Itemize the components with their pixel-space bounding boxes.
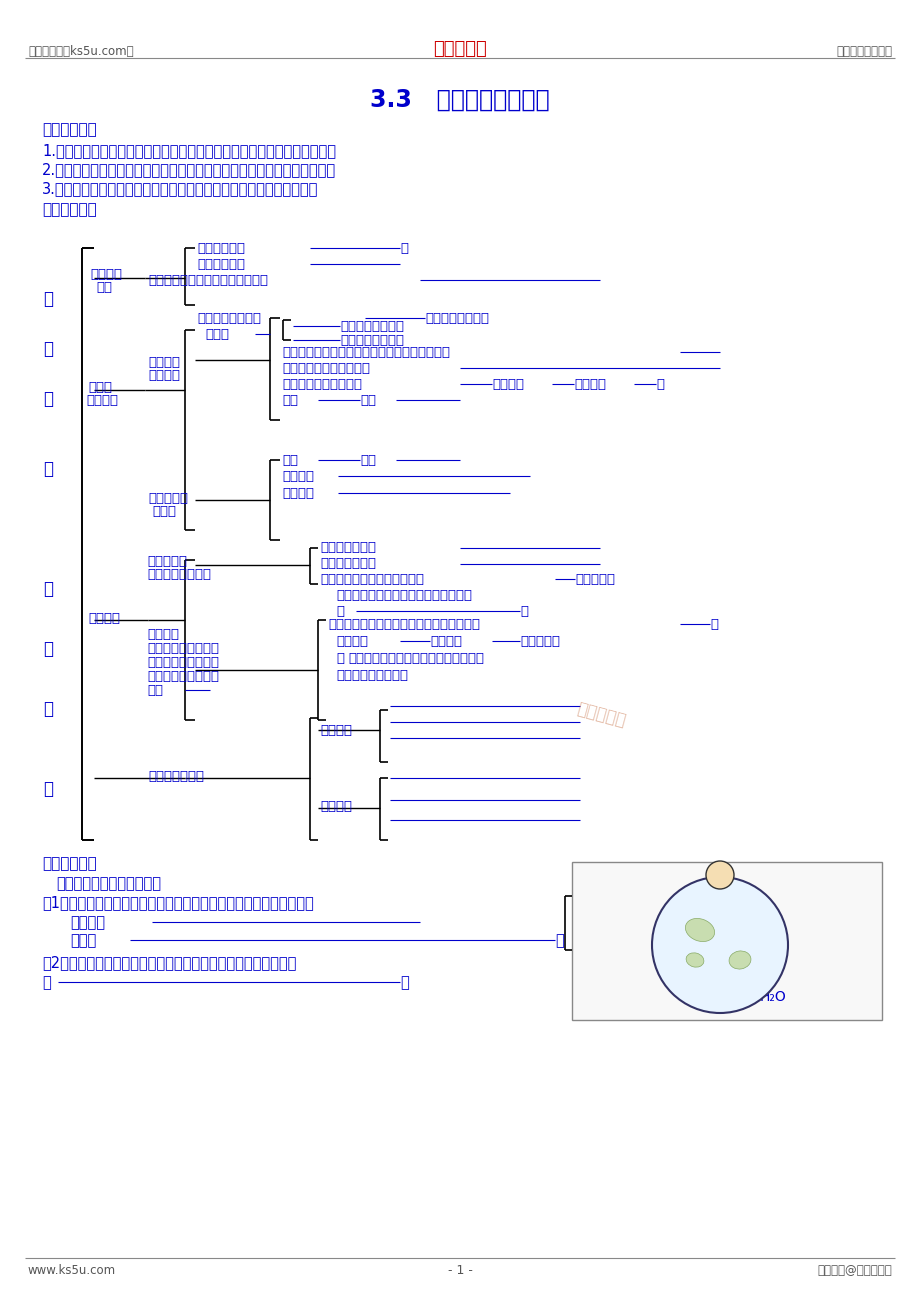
Text: 的: 的 xyxy=(43,460,53,478)
Circle shape xyxy=(652,878,788,1013)
Text: 社会发展的不同历史: 社会发展的不同历史 xyxy=(147,642,219,655)
Text: 地区发展，: 地区发展， xyxy=(574,573,614,586)
Circle shape xyxy=(705,861,733,889)
Ellipse shape xyxy=(728,950,750,969)
Text: 范畴: 范畴 xyxy=(96,281,112,294)
Text: 工程，缓解水资源分布的不均，拓展了: 工程，缓解水资源分布的不均，拓展了 xyxy=(347,652,483,665)
Text: 源的分布: 源的分布 xyxy=(148,368,180,381)
Text: 水资源与: 水资源与 xyxy=(88,612,119,625)
Text: 主题词：: 主题词： xyxy=(70,915,105,930)
Text: H₂O: H₂O xyxy=(759,990,786,1004)
Text: 质量对人类社会的影: 质量对人类社会的影 xyxy=(147,671,219,684)
Text: ，: ， xyxy=(400,242,407,255)
Text: 平均径流最多的国家是: 平均径流最多的国家是 xyxy=(282,378,361,391)
Text: ，: ， xyxy=(709,618,717,631)
Text: 阅读右图，回答下列问题。: 阅读右图，回答下列问题。 xyxy=(56,876,161,891)
Text: 技术，还修: 技术，还修 xyxy=(519,635,560,648)
FancyBboxPatch shape xyxy=(572,862,881,1019)
Text: 衡量一个国家和地区水资源丰歉程度的主要指标: 衡量一个国家和地区水资源丰歉程度的主要指标 xyxy=(282,346,449,359)
Text: 水资源的: 水资源的 xyxy=(90,268,122,281)
Text: 且开发了: 且开发了 xyxy=(429,635,461,648)
Text: 及其分布: 及其分布 xyxy=(85,395,118,408)
Text: 地区，水资源丰富: 地区，水资源丰富 xyxy=(340,320,403,333)
Text: 陆续开采: 陆续开采 xyxy=(335,635,368,648)
Text: 空间分布: 空间分布 xyxy=(282,470,313,483)
Text: 人类较易利用的淡水资源主要是：: 人类较易利用的淡水资源主要是： xyxy=(148,273,267,286)
Text: 七大洲径流量由大到小是: 七大洲径流量由大到小是 xyxy=(282,362,369,375)
Text: 。: 。 xyxy=(400,975,408,990)
Text: 广义水资源：: 广义水资源： xyxy=(197,258,244,271)
Text: 的特点: 的特点 xyxy=(152,505,176,518)
Ellipse shape xyxy=(685,918,714,941)
Text: 水资源对人: 水资源对人 xyxy=(147,555,187,568)
Text: 人均: 人均 xyxy=(359,454,376,467)
Text: 总量: 总量 xyxy=(282,454,298,467)
Text: 源: 源 xyxy=(43,391,53,408)
Text: 狭义水资源：: 狭义水资源： xyxy=(197,242,244,255)
Text: 合理利用水资源: 合理利用水资源 xyxy=(148,769,204,783)
Text: 建: 建 xyxy=(335,652,344,665)
Text: 时间分布: 时间分布 xyxy=(282,487,313,500)
Text: 世界主要文明发源地也大多产生和发展: 世界主要文明发源地也大多产生和发展 xyxy=(335,589,471,602)
Text: 我国水资源: 我国水资源 xyxy=(148,492,187,505)
Text: 水: 水 xyxy=(43,290,53,309)
Text: 开源措施: 开源措施 xyxy=(320,724,352,737)
Text: 阶段，水资源数量和: 阶段，水资源数量和 xyxy=(147,656,219,669)
Text: 【小组探究】: 【小组探究】 xyxy=(42,855,96,871)
Text: 分享资源网: 分享资源网 xyxy=(574,700,628,730)
Text: 有: 有 xyxy=(42,975,51,990)
Text: 明显的: 明显的 xyxy=(205,328,229,341)
Text: 用: 用 xyxy=(43,780,53,798)
Text: ，中国居: ，中国居 xyxy=(573,378,606,391)
Text: 水资源数量影响: 水资源数量影响 xyxy=(320,542,376,553)
Text: 3.了解水资源利用过程中的问题及解决措施，树立可持续发展的观念。: 3.了解水资源利用过程中的问题及解决措施，树立可持续发展的观念。 xyxy=(42,181,318,197)
Text: 生存和发展的空间。: 生存和发展的空间。 xyxy=(335,669,407,682)
Text: 高考资源网: 高考资源网 xyxy=(433,40,486,59)
Text: 人均: 人均 xyxy=(359,395,376,408)
Text: 水资源的分布具有: 水资源的分布具有 xyxy=(197,312,261,326)
Text: 科技落后的时代，人类主要在: 科技落后的时代，人类主要在 xyxy=(320,573,424,586)
Text: 科技发达的近现代，人们不仅大量开发利用: 科技发达的近现代，人们不仅大量开发利用 xyxy=(328,618,480,631)
Text: 2.了解水资源的数量、质量对人类活动的影响，培养理论联系实际的能力。: 2.了解水资源的数量、质量对人类活动的影响，培养理论联系实际的能力。 xyxy=(42,161,335,177)
Text: www.ks5u.com: www.ks5u.com xyxy=(28,1264,116,1277)
Text: 世界水资: 世界水资 xyxy=(148,355,180,368)
Text: （1）根据漫画所揭示的问题，写出主题词并解释该问题产生的原因。: （1）根据漫画所揭示的问题，写出主题词并解释该问题产生的原因。 xyxy=(42,894,313,910)
Text: 版权所有@高考资源网: 版权所有@高考资源网 xyxy=(816,1264,891,1277)
Text: 总量: 总量 xyxy=(282,395,298,408)
Text: 您身边的高考专家: 您身边的高考专家 xyxy=(835,46,891,59)
Text: 资: 资 xyxy=(43,340,53,358)
Text: - 1 -: - 1 - xyxy=(447,1264,472,1277)
Text: 地区，水资源丰富: 地区，水资源丰富 xyxy=(425,312,489,326)
Text: 。: 。 xyxy=(554,934,563,948)
Text: 合: 合 xyxy=(43,579,53,598)
Text: ，: ， xyxy=(519,605,528,618)
Text: 利: 利 xyxy=(43,700,53,717)
Text: （2）根据我国水资源的分布状况，合理利用水资源应采取的措施: （2）根据我国水资源的分布状况，合理利用水资源应采取的措施 xyxy=(42,954,296,970)
Text: 节流措施: 节流措施 xyxy=(320,799,352,812)
Text: 类经济活动的影响: 类经济活动的影响 xyxy=(147,568,210,581)
Text: 【学习目标】: 【学习目标】 xyxy=(42,122,96,137)
Text: 响程: 响程 xyxy=(147,684,163,697)
Text: 水资源质量影响: 水资源质量影响 xyxy=(320,557,376,570)
Text: 。: 。 xyxy=(655,378,664,391)
Text: 于: 于 xyxy=(335,605,344,618)
Text: 人类社会: 人类社会 xyxy=(147,628,179,641)
Text: 原因：: 原因： xyxy=(70,934,96,948)
Text: 【基础预习】: 【基础预习】 xyxy=(42,202,96,217)
Text: 理: 理 xyxy=(43,641,53,658)
Text: 3.3   水资源的合理利用: 3.3 水资源的合理利用 xyxy=(369,89,550,112)
Text: 地区，水资源贫乏: 地区，水资源贫乏 xyxy=(340,335,403,348)
Text: 1.了解水资源的概念和分布不均匀，理解水资源的有限性，提高节水意识。: 1.了解水资源的概念和分布不均匀，理解水资源的有限性，提高节水意识。 xyxy=(42,143,335,158)
Text: ，其次是: ，其次是 xyxy=(492,378,524,391)
Text: 高考资源网（ks5u.com）: 高考资源网（ks5u.com） xyxy=(28,46,133,59)
Text: 水资源: 水资源 xyxy=(88,381,112,395)
Ellipse shape xyxy=(686,953,703,967)
